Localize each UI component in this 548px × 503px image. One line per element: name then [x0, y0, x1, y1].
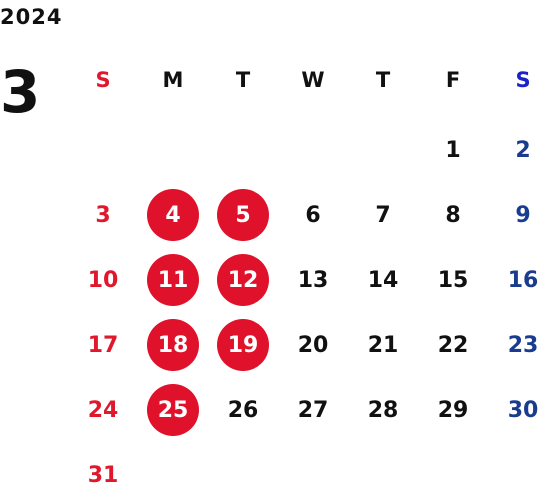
day-cell-8[interactable]: 8: [445, 202, 461, 228]
day-cell-17[interactable]: 17: [87, 332, 119, 358]
month-label: 3: [0, 58, 41, 126]
weekday-header-tue: T: [235, 68, 251, 92]
weekday-header-mon: M: [162, 68, 184, 92]
day-cell-3[interactable]: 3: [95, 202, 111, 228]
day-cell-13[interactable]: 13: [297, 267, 329, 293]
weekday-header-wed: W: [301, 68, 325, 92]
day-cell-30[interactable]: 30: [507, 397, 539, 423]
day-cell-11[interactable]: 11: [146, 253, 200, 307]
day-cell-2[interactable]: 2: [515, 137, 531, 163]
weekday-header-fri: F: [445, 68, 461, 92]
day-cell-5[interactable]: 5: [216, 188, 270, 242]
day-cell-25[interactable]: 25: [146, 383, 200, 437]
day-cell-1[interactable]: 1: [445, 137, 461, 163]
day-cell-6[interactable]: 6: [305, 202, 321, 228]
day-cell-31[interactable]: 31: [87, 462, 119, 488]
day-cell-4[interactable]: 4: [146, 188, 200, 242]
day-cell-28[interactable]: 28: [367, 397, 399, 423]
day-cell-19[interactable]: 19: [216, 318, 270, 372]
day-cell-12[interactable]: 12: [216, 253, 270, 307]
day-cell-14[interactable]: 14: [367, 267, 399, 293]
weekday-header-thu: T: [375, 68, 391, 92]
day-cell-24[interactable]: 24: [87, 397, 119, 423]
weekday-header-sat: S: [515, 68, 531, 92]
day-cell-27[interactable]: 27: [297, 397, 329, 423]
day-cell-15[interactable]: 15: [437, 267, 469, 293]
year-label: 2024: [0, 5, 63, 29]
day-cell-9[interactable]: 9: [515, 202, 531, 228]
day-cell-20[interactable]: 20: [297, 332, 329, 358]
day-cell-22[interactable]: 22: [437, 332, 469, 358]
day-cell-23[interactable]: 23: [507, 332, 539, 358]
day-cell-18[interactable]: 18: [146, 318, 200, 372]
day-cell-7[interactable]: 7: [375, 202, 391, 228]
day-cell-29[interactable]: 29: [437, 397, 469, 423]
day-cell-10[interactable]: 10: [87, 267, 119, 293]
day-cell-21[interactable]: 21: [367, 332, 399, 358]
day-cell-26[interactable]: 26: [227, 397, 259, 423]
weekday-header-sun: S: [95, 68, 111, 92]
day-cell-16[interactable]: 16: [507, 267, 539, 293]
